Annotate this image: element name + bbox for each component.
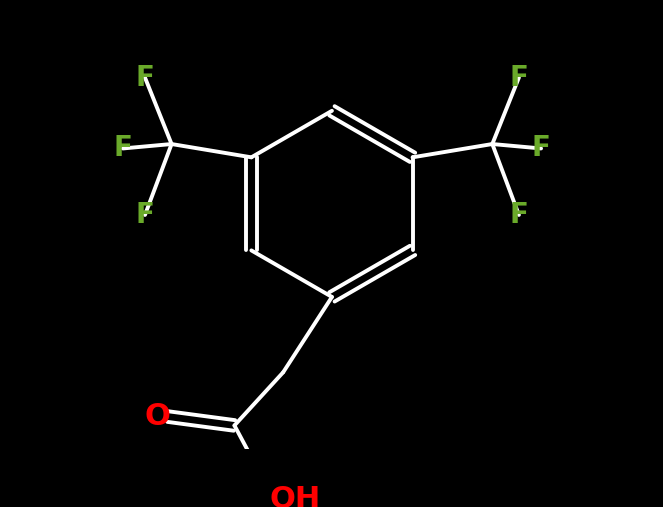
Text: F: F xyxy=(509,63,528,92)
Text: F: F xyxy=(509,201,528,229)
Text: OH: OH xyxy=(269,485,320,507)
Text: O: O xyxy=(145,402,170,431)
Text: F: F xyxy=(135,63,154,92)
Text: F: F xyxy=(135,201,154,229)
Text: F: F xyxy=(113,134,132,162)
Text: F: F xyxy=(532,134,550,162)
